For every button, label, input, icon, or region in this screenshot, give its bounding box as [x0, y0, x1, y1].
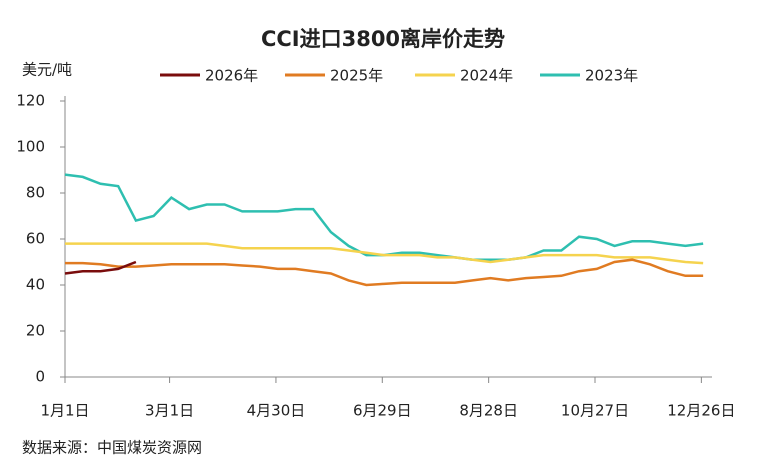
- source: 数据来源：中国煤炭资源网: [22, 439, 202, 457]
- line-series: [64, 260, 137, 275]
- y-tick-label: 20: [26, 322, 45, 340]
- x-tick-label: 3月1日: [145, 402, 194, 420]
- legend-label: 2026年: [205, 67, 258, 85]
- x-tick-label: 1月1日: [40, 402, 89, 420]
- line-series: [65, 258, 704, 287]
- y-tick-label: 60: [26, 230, 45, 248]
- y-tick-label: 100: [16, 138, 45, 156]
- y-axis-label: 美元/吨: [22, 61, 72, 79]
- legend-label: 2025年: [330, 67, 383, 85]
- y-tick-label: 80: [26, 184, 45, 202]
- y-tick-label: 40: [26, 276, 45, 294]
- legend-label: 2024年: [460, 67, 513, 85]
- x-tick-label: 4月30日: [247, 402, 306, 420]
- y-tick-label: 120: [16, 92, 45, 110]
- y-tick-label: 0: [35, 368, 45, 386]
- line-series: [65, 242, 704, 265]
- x-tick-label: 8月28日: [459, 402, 518, 420]
- line-series: [64, 173, 704, 261]
- x-tick-label: 6月29日: [353, 402, 412, 420]
- x-tick-label: 10月27日: [561, 402, 629, 420]
- chart-title: CCI进口3800离岸价走势: [261, 27, 505, 51]
- legend-label: 2023年: [585, 67, 638, 85]
- x-tick-label: 12月26日: [667, 402, 735, 420]
